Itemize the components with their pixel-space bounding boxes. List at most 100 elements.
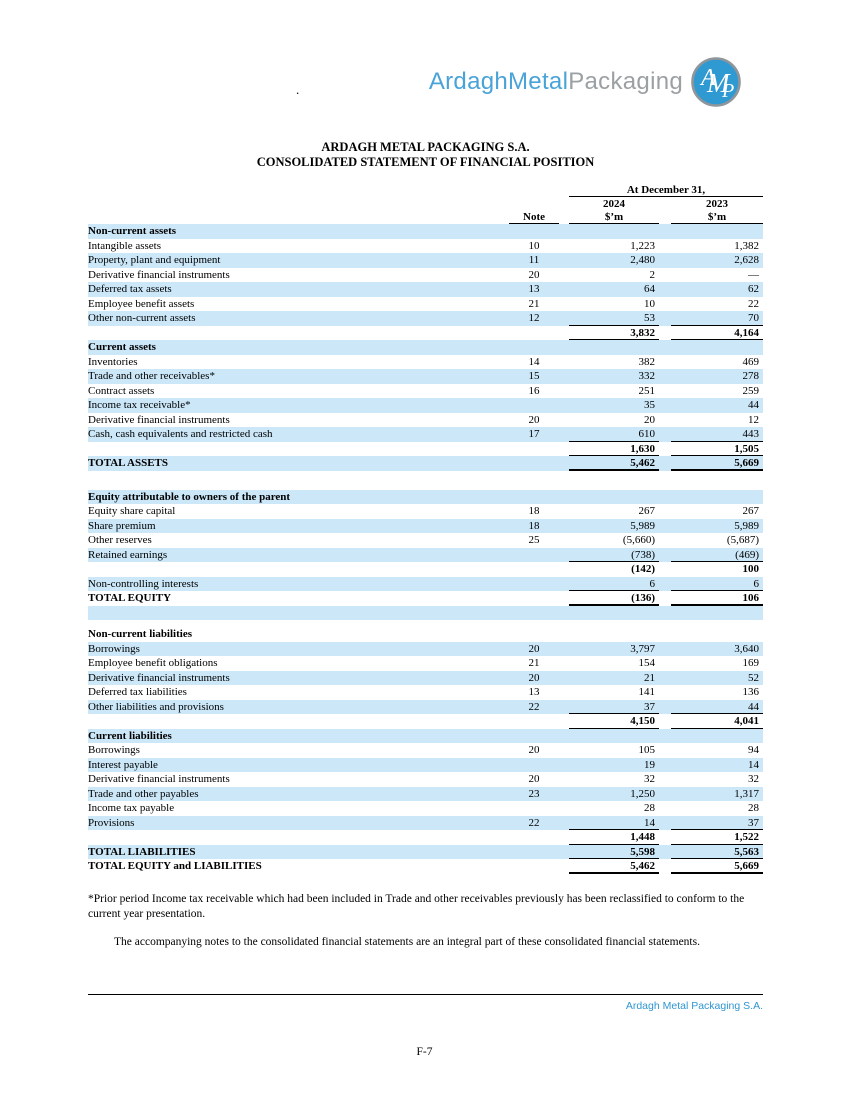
value-2023: 44: [748, 399, 759, 411]
row-label: Derivative financial instruments: [88, 773, 230, 785]
value-2023: [671, 627, 763, 642]
value-2023: 62: [748, 283, 759, 295]
section-gap: [88, 620, 763, 627]
line-item-row: Borrowings 20 105 94: [88, 743, 763, 758]
value-2024: 35: [644, 399, 655, 411]
footer-divider: [88, 994, 763, 995]
note-ref: 22: [528, 700, 540, 713]
line-item-row: Contract assets 16 251 259: [88, 384, 763, 399]
value-2024: [569, 224, 659, 239]
value-2024: 21: [644, 671, 655, 684]
section-header-row: Current liabilities: [88, 728, 763, 744]
row-label: Cash, cash equivalents and restricted ca…: [88, 428, 273, 440]
monogram-letter: P: [721, 80, 734, 102]
line-item-row: Deferred tax assets 13 64 62: [88, 282, 763, 297]
value-2023: 5,989: [734, 519, 759, 532]
value-2024: (738): [569, 548, 659, 562]
value-2023: 12: [748, 413, 759, 426]
section-header-row: Non-current liabilities: [88, 627, 763, 642]
line-item-row: Interest payable 19 14: [88, 757, 763, 772]
value-2024: 382: [638, 355, 656, 368]
section-header-row: Non-current assets: [88, 224, 763, 239]
row-label: [88, 442, 509, 457]
value-2023: 52: [748, 671, 759, 684]
note-ref: 10: [528, 239, 540, 252]
value-2024: 2: [649, 268, 656, 281]
value-2023: 4,041: [671, 714, 763, 729]
line-item-row: Intangible assets 10 1,223 1,382: [88, 239, 763, 254]
line-item-row: Inventories 14 382 469: [88, 355, 763, 370]
value-2023: [671, 729, 763, 744]
row-label: Equity share capital: [88, 505, 176, 517]
value-2024: 332: [638, 370, 656, 382]
row-label: Employee benefit obligations: [88, 657, 218, 669]
value-2023: 1,505: [671, 442, 763, 456]
note-ref: [509, 714, 559, 729]
line-item-row: Trade and other payables 23 1,250 1,317: [88, 786, 763, 801]
value-2023: 2,628: [734, 254, 759, 266]
row-label: Contract assets: [88, 384, 155, 397]
line-item-row: Non-controlling interests 6 6: [88, 576, 763, 592]
value-2024: 64: [644, 283, 655, 295]
value-2023: 1,382: [734, 239, 759, 252]
year-header-row: 2024 2023: [88, 197, 763, 210]
line-item-row: Other reserves 25 (5,660) (5,687): [88, 533, 763, 548]
value-2023: 94: [748, 744, 759, 756]
footer-brand: Ardagh Metal Packaging S.A.: [625, 1000, 763, 1012]
value-2023: [671, 490, 763, 505]
note-ref: [509, 577, 559, 592]
value-2024: 1,250: [630, 787, 655, 800]
section-header-row: Equity attributable to owners of the par…: [88, 489, 763, 505]
statement-content: ARDAGH METAL PACKAGING S.A. CONSOLIDATED…: [88, 140, 763, 948]
logo-wordmark: ArdaghMetalPackaging: [429, 68, 683, 96]
row-label: [88, 606, 509, 621]
value-2023: 169: [742, 657, 760, 669]
row-label: Derivative financial instruments: [88, 268, 230, 281]
row-label: Income tax receivable*: [88, 399, 191, 411]
section-gap: [88, 471, 763, 490]
line-item-row: Other non-current assets 12 53 70: [88, 311, 763, 326]
row-label: [88, 326, 509, 341]
note-ref: 18: [528, 519, 540, 532]
value-2024: 154: [638, 657, 656, 669]
value-2024: [569, 490, 659, 505]
note-ref: [509, 456, 559, 471]
note-ref: 21: [528, 297, 540, 310]
line-item-row: Trade and other receivables* 15 332 278: [88, 369, 763, 384]
row-label: Other non-current assets: [88, 312, 196, 324]
logo-text-gray: Packaging: [568, 68, 683, 95]
subtotal-row: (142) 100: [88, 562, 763, 577]
note-ref: [509, 562, 559, 577]
note-ref: 20: [528, 413, 540, 426]
row-label: Inventories: [88, 355, 138, 368]
value-2024: 28: [644, 802, 655, 814]
subtotal-row: 4,150 4,041: [88, 714, 763, 729]
note-ref: 12: [528, 312, 540, 324]
value-2024: (136): [569, 591, 659, 606]
total-row: TOTAL EQUITY (136) 106: [88, 591, 763, 606]
note-ref: [509, 490, 559, 505]
row-label: Deferred tax liabilities: [88, 686, 187, 698]
row-label: Deferred tax assets: [88, 283, 172, 295]
subtotal-row: 3,832 4,164: [88, 326, 763, 341]
value-2024: (5,660): [622, 534, 655, 546]
row-label: [88, 714, 509, 729]
value-2024: [569, 606, 659, 621]
note-ref: [509, 326, 559, 341]
line-item-row: Derivative financial instruments 20 20 12: [88, 413, 763, 428]
row-label: Interest payable: [88, 758, 158, 771]
value-2023: 278: [742, 370, 760, 382]
value-2024: [569, 729, 659, 744]
value-2024: 1,630: [569, 442, 659, 456]
value-2024: 5,462: [569, 456, 659, 471]
row-label: Borrowings: [88, 744, 140, 756]
value-2023: (469): [671, 548, 763, 562]
row-label: Derivative financial instruments: [88, 671, 230, 684]
subtotal-row: 1,448 1,522: [88, 830, 763, 845]
section-header-row: Current assets: [88, 340, 763, 355]
value-2023: 5,669: [671, 859, 763, 874]
financial-position-table: Non-current assets Intangible assets 10 1,2…: [88, 224, 763, 874]
value-2024: 19: [644, 758, 655, 771]
value-2024: 4,150: [569, 714, 659, 729]
line-item-row: Provisions 22 14 37: [88, 815, 763, 830]
